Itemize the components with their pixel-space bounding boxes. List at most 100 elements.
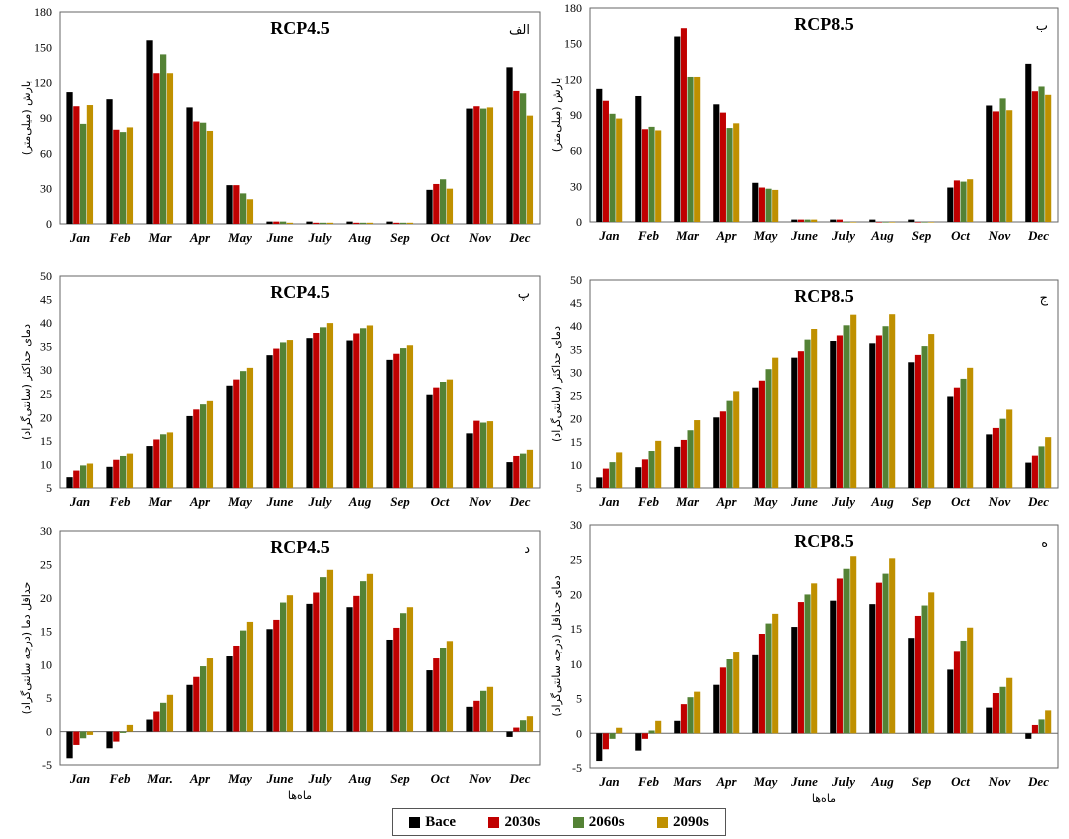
bar [266,629,273,732]
y-axis-label: بارش (میلی‌متر) [550,78,563,153]
bar [313,222,320,224]
x-tick-label: Sep [390,230,410,245]
bar [160,434,167,488]
x-tick-label: Oct [951,494,970,509]
bar [280,221,287,224]
bar [166,694,174,732]
plot-frame [589,7,1059,223]
bar [999,418,1006,488]
y-tick-label: 180 [34,5,52,19]
bar [193,409,200,488]
bar [106,99,113,224]
y-tick-label: 150 [564,37,582,51]
bar [713,104,720,222]
x-tick-label: Feb [109,230,131,245]
chart-title: RCP4.5 [270,18,330,38]
bar [120,455,127,488]
y-tick-label: 0 [576,215,582,229]
bar [719,667,726,734]
bar [992,693,999,734]
bar [967,179,974,222]
x-tick-label: Jan [69,230,90,245]
y-tick-label: 40 [40,316,52,330]
bar [648,451,655,488]
bar [360,328,367,488]
bar [791,357,798,488]
bar [804,594,811,734]
y-tick-label: 15 [570,622,582,636]
bar [353,595,360,732]
x-tick-label: June [266,230,294,245]
y-tick-label: 0 [576,726,582,740]
y-axis-label: حداقل دما (درجه سانتی‌گراد) [20,582,33,715]
bar [526,115,534,224]
x-tick-label: Aug [348,230,372,245]
bar [426,189,433,224]
y-tick-label: 45 [570,296,582,310]
bar [186,415,193,488]
bar [928,334,935,488]
x-tick-label: Oct [951,774,970,789]
bar [928,222,935,223]
bar [480,690,487,732]
bar [233,379,240,488]
bar [889,314,896,488]
bar [765,623,772,734]
y-tick-label: -5 [572,761,582,775]
y-tick-label: 10 [40,457,52,471]
bar [953,180,960,222]
x-tick-label: Apr [189,771,211,786]
bar [928,592,935,734]
x-tick-label: July [307,771,331,786]
bar [400,222,407,224]
bar [967,627,974,734]
x-tick-label: Aug [870,494,894,509]
y-tick-label: 5 [576,481,582,495]
y-tick-label: 15 [570,435,582,449]
bar [506,67,513,224]
bar [386,359,393,488]
y-tick-label: 25 [570,389,582,403]
bar [346,221,353,224]
bar [869,343,876,488]
bar [73,731,80,745]
bar [999,686,1006,734]
bar [1045,710,1052,734]
bar [160,702,167,732]
x-tick-label: Mar [675,494,700,509]
bar [641,129,648,222]
bar [772,613,779,734]
bar [602,468,609,488]
x-tick-label: Aug [870,774,894,789]
bar [680,439,687,488]
bar [914,354,921,488]
bar [804,219,811,222]
bar [426,394,433,488]
bar [687,697,694,734]
bar [733,391,740,488]
bar [953,387,960,488]
bar [320,577,327,732]
bar [153,711,160,732]
y-tick-label: 60 [40,146,52,160]
bar [752,654,759,734]
bar [1025,733,1032,739]
bar [680,704,687,734]
y-tick-label: 35 [570,342,582,356]
bar [992,111,999,222]
bar [480,108,487,224]
y-tick-label: 45 [40,293,52,307]
x-tick-label: Feb [637,228,659,243]
plot-frame [59,530,541,766]
x-tick-label: June [790,774,818,789]
bar [596,88,603,222]
bar [726,128,733,222]
bar [473,700,480,732]
bar [772,357,779,488]
x-tick-label: Sep [912,494,932,509]
y-axis-label: دمای حداکثر (سانتی‌گراد) [20,324,33,440]
bar [616,452,623,488]
bar [687,76,694,223]
bar [843,222,850,223]
bar [635,733,642,751]
